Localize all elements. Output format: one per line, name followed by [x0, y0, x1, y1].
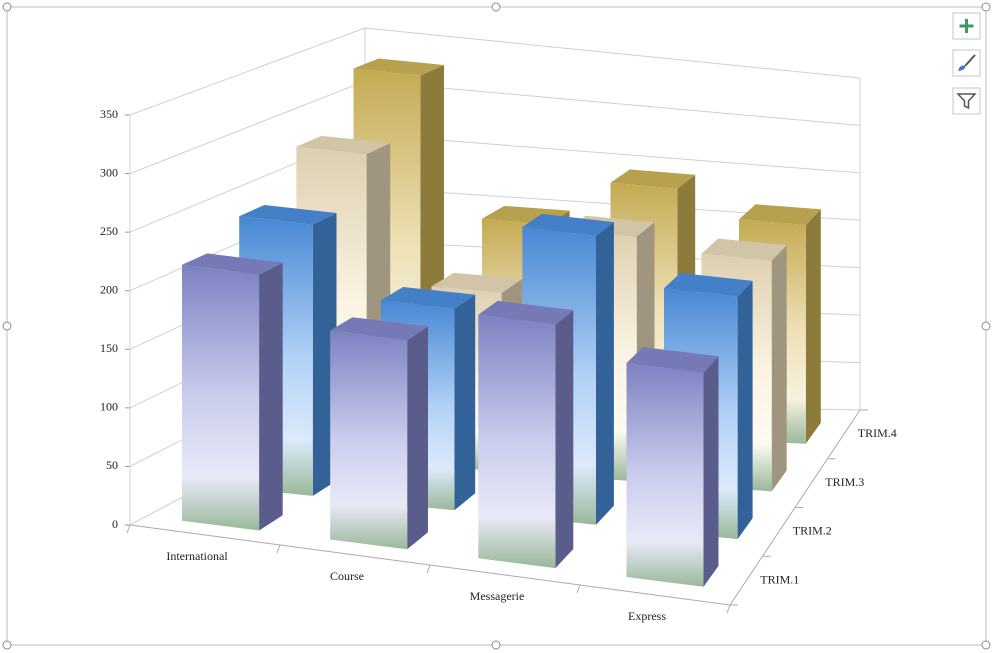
x-tick-mark [726, 604, 731, 614]
bar-top [522, 213, 614, 236]
bar-side [407, 326, 428, 550]
button-box[interactable] [952, 87, 981, 115]
bar [478, 300, 574, 569]
bar-side [737, 280, 753, 540]
x-tick-label: Express [628, 609, 666, 623]
plus-icon [959, 19, 974, 33]
handle[interactable] [981, 321, 991, 331]
bar-top [239, 205, 337, 225]
depth-tick-label: TRIM.4 [858, 426, 897, 440]
bar-side [259, 262, 283, 531]
bar-top [431, 272, 523, 293]
bar-front [626, 363, 704, 587]
bar-top [380, 287, 476, 309]
bar-top [610, 169, 696, 189]
x-tick-mark [426, 564, 431, 574]
y-tick-label: 250 [100, 224, 118, 238]
handle[interactable] [2, 2, 12, 12]
plot-area: 0 50 100 150 200 250 300 350 International Course… [100, 27, 897, 623]
handle[interactable] [2, 640, 12, 650]
bar-top [664, 273, 753, 297]
brush-handle [964, 54, 976, 67]
bar-front [182, 264, 260, 531]
chart-styles-button[interactable] [952, 49, 981, 77]
bar-side [805, 209, 821, 444]
x-tick-label: Course [330, 569, 364, 583]
handle[interactable] [981, 640, 991, 650]
y-tick-label: 150 [100, 341, 118, 355]
y-tick-label: 100 [100, 400, 118, 414]
chart-elements-button[interactable] [952, 12, 981, 40]
handle[interactable] [491, 2, 501, 12]
x-tick-mark [576, 584, 581, 594]
handle[interactable] [2, 321, 12, 331]
chart-filters-button[interactable] [952, 87, 981, 115]
y-tick-label: 200 [100, 282, 118, 296]
bar-top [296, 135, 391, 155]
bar-top [330, 317, 428, 341]
y-tick-label: 300 [100, 165, 118, 179]
handle[interactable] [981, 2, 991, 12]
bar [330, 317, 428, 550]
bar-side [703, 356, 719, 587]
bar-front [330, 330, 408, 550]
bar [182, 253, 283, 531]
y-tick-label: 50 [106, 458, 118, 472]
bar-front [478, 314, 556, 569]
x-tick-label: International [166, 549, 228, 563]
depth-tick-label: TRIM.1 [760, 572, 799, 586]
bar-side [771, 245, 787, 492]
depth-tick-label: TRIM.2 [793, 524, 832, 538]
bar-side [555, 310, 574, 569]
bar-top [626, 347, 719, 373]
x-tick-label: Messagerie [470, 589, 525, 603]
bar-top [353, 58, 444, 76]
x-tick-mark [276, 544, 281, 554]
depth-tick-label: TRIM.3 [825, 475, 864, 489]
bar-side [596, 222, 614, 525]
y-tick-label: 0 [112, 517, 118, 531]
handle[interactable] [491, 640, 501, 650]
bar-top [182, 253, 283, 275]
bar-top [478, 300, 574, 325]
bar-side [454, 294, 476, 511]
brush-tip [958, 65, 966, 71]
funnel-icon [956, 93, 977, 110]
bar-top [739, 204, 821, 225]
y-tick-label: 350 [100, 107, 118, 121]
bar-top [701, 238, 787, 261]
x-tick-mark [126, 524, 131, 534]
bar [626, 347, 719, 587]
